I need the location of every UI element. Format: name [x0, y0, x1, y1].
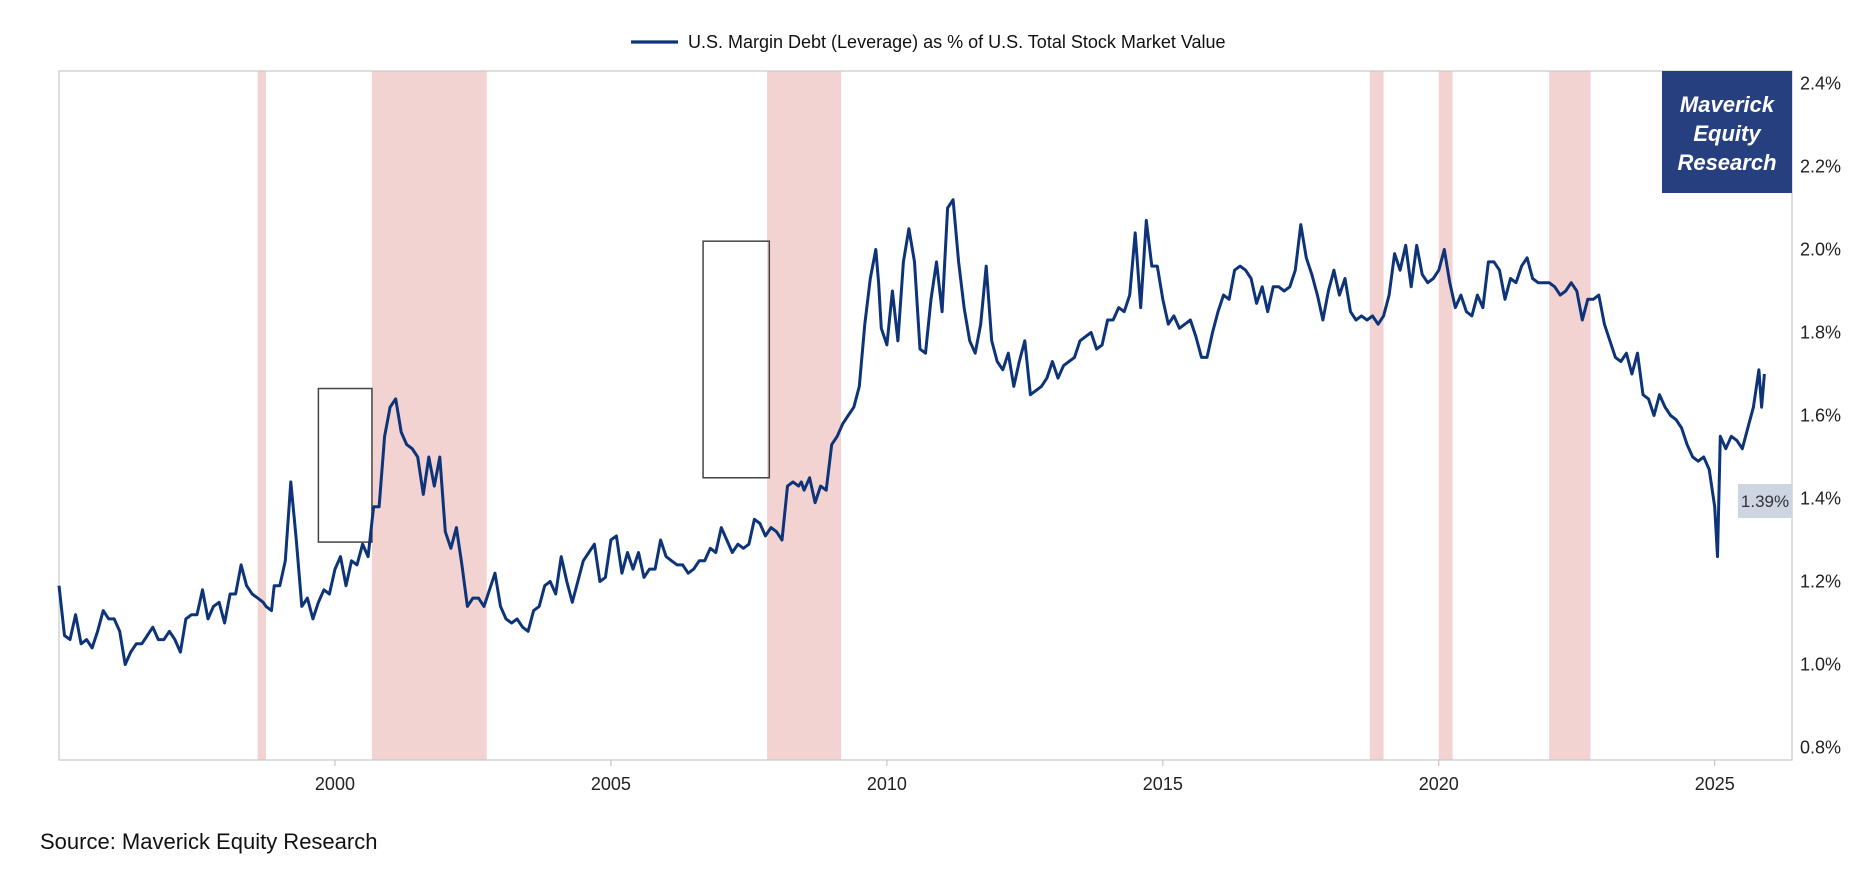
y-tick-label-8: 2.4% — [1800, 73, 1841, 93]
last-value-label: 1.39% — [1741, 492, 1789, 511]
last-value-background — [1738, 484, 1792, 518]
last-value-marker: 1.39% — [1738, 484, 1792, 518]
plot-frame — [58, 70, 1793, 761]
brand-badge: Maverick Equity Research — [1662, 71, 1792, 193]
y-tick-label-0: 0.8% — [1800, 738, 1841, 758]
x-tick-label-2000: 2000 — [315, 774, 355, 794]
y-tick-label-2: 1.2% — [1800, 572, 1841, 592]
x-tick-label-2015: 2015 — [1143, 774, 1183, 794]
recession-band-1 — [257, 71, 266, 760]
x-axis: 2000 2005 2010 2015 2020 2025 — [315, 760, 1735, 794]
y-tick-label-5: 1.8% — [1800, 322, 1841, 342]
y-tick-label-3: 1.4% — [1800, 489, 1841, 509]
x-tick-label-2005: 2005 — [591, 774, 631, 794]
series-layer — [57, 198, 1766, 666]
x-tick-label-2025: 2025 — [1695, 774, 1735, 794]
brand-badge-line-3: Research — [1677, 150, 1776, 175]
recession-band-5 — [1438, 71, 1453, 760]
highlight-box-1 — [317, 387, 373, 543]
series-line-1 — [57, 198, 1766, 666]
y-tick-label-4: 1.6% — [1800, 406, 1841, 426]
recession-band-6 — [1549, 71, 1591, 760]
legend-label: U.S. Margin Debt (Leverage) as % of U.S.… — [688, 32, 1226, 52]
y-tick-label-6: 2.0% — [1800, 239, 1841, 259]
x-tick-label-2010: 2010 — [867, 774, 907, 794]
source-note: Source: Maverick Equity Research — [40, 829, 377, 854]
recession-bands — [257, 71, 1591, 760]
y-axis: 0.8% 1.0% 1.2% 1.4% 1.6% 1.8% 2.0% 2.2% 2.4% — [1800, 73, 1841, 757]
y-tick-label-7: 2.2% — [1800, 156, 1841, 176]
recession-band-4 — [1369, 71, 1384, 760]
brand-badge-line-2: Equity — [1693, 121, 1762, 146]
recession-band-3 — [767, 71, 842, 760]
legend: U.S. Margin Debt (Leverage) as % of U.S.… — [631, 32, 1226, 52]
highlight-box-2 — [702, 240, 771, 479]
x-tick-label-2020: 2020 — [1419, 774, 1459, 794]
brand-badge-line-1: Maverick — [1680, 92, 1776, 117]
recession-band-2 — [371, 71, 487, 760]
y-tick-label-1: 1.0% — [1800, 655, 1841, 675]
brand-badge-background — [1662, 71, 1792, 193]
highlight-boxes — [317, 240, 771, 543]
